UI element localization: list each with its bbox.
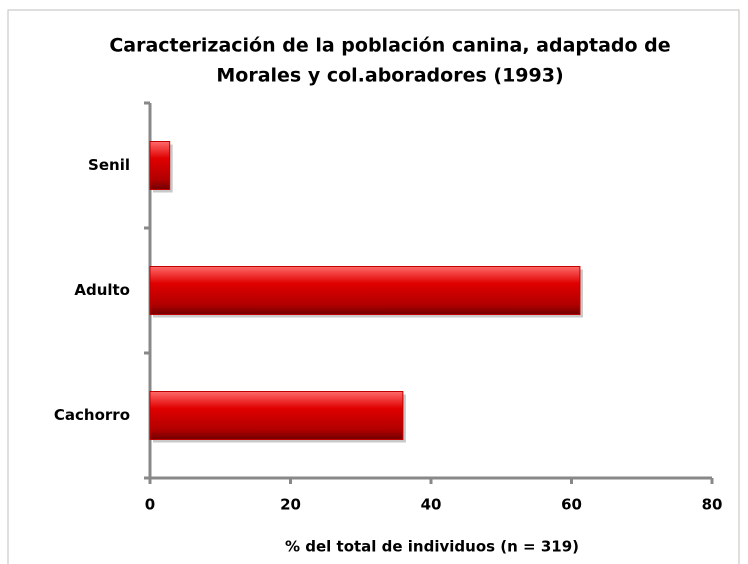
bar (149, 141, 171, 190)
x-tick-label: 60 (561, 496, 582, 514)
x-tick-label: 40 (421, 496, 442, 514)
y-tick-label: Senil (88, 156, 130, 174)
chart-title: Caracterización de la población canina, … (109, 35, 670, 57)
chart-title: Morales y col.aboradores (1993) (216, 65, 563, 87)
x-tick-label: 0 (145, 496, 155, 514)
bar (149, 266, 581, 315)
x-tick-label: 80 (702, 496, 723, 514)
x-axis-label: % del total de individuos (n = 319) (285, 538, 579, 556)
y-tick-label: Cachorro (54, 406, 130, 424)
bar (149, 391, 404, 440)
y-tick-label: Adulto (74, 281, 130, 299)
x-tick-label: 20 (280, 496, 301, 514)
